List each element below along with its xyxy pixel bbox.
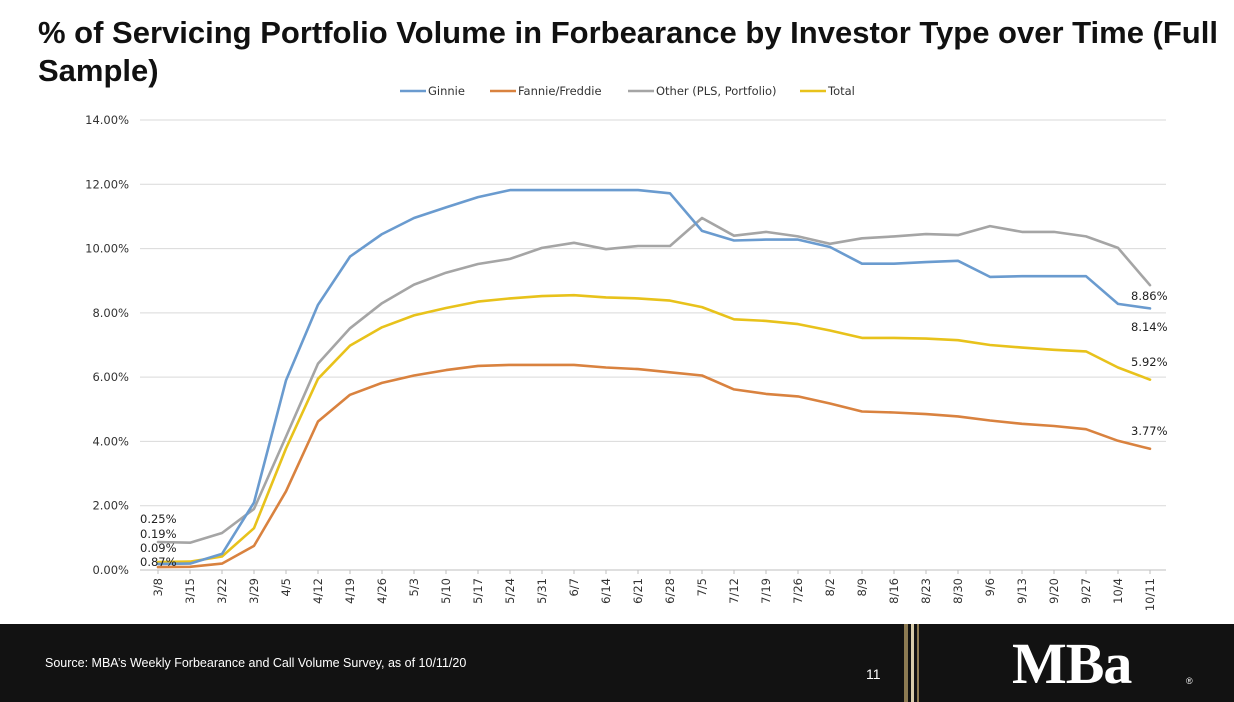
x-tick-label: 5/24 — [503, 578, 517, 604]
x-tick-label: 10/11 — [1143, 578, 1157, 611]
legend-label: Ginnie — [428, 84, 465, 98]
start-data-label: 0.87% — [140, 555, 177, 569]
x-tick-label: 6/7 — [567, 578, 581, 597]
end-data-label: 8.14% — [1131, 320, 1168, 334]
legend-label: Fannie/Freddie — [518, 84, 602, 98]
footer-stripe-gold — [904, 624, 908, 702]
x-tick-label: 9/13 — [1015, 578, 1029, 604]
x-tick-label: 3/15 — [183, 578, 197, 604]
series-line-ginnie — [156, 188, 1152, 566]
x-tick-label: 7/19 — [759, 578, 773, 604]
x-tick-label: 3/8 — [151, 578, 165, 597]
x-tick-label: 3/22 — [215, 578, 229, 604]
chart-gridlines — [140, 119, 1166, 571]
x-tick-label: 8/30 — [951, 578, 965, 604]
forbearance-line-chart: Ginnie Fannie/Freddie Other (PLS, Portfoli… — [85, 84, 1168, 611]
x-tick-label: 5/31 — [535, 578, 549, 604]
y-tick-label: 4.00% — [92, 434, 129, 448]
end-data-label: 3.77% — [1131, 424, 1168, 438]
series-line-total — [156, 293, 1152, 564]
chart-legend: Ginnie Fannie/Freddie Other (PLS, Portfoli… — [400, 84, 855, 98]
registered-mark-icon: ® — [1186, 676, 1193, 686]
y-tick-label: 10.00% — [85, 242, 129, 256]
x-tick-label: 9/20 — [1047, 578, 1061, 604]
y-tick-label: 0.00% — [92, 563, 129, 577]
x-tick-label: 6/28 — [663, 578, 677, 604]
page-number: 11 — [866, 666, 881, 682]
x-tick-label: 8/16 — [887, 578, 901, 604]
series-line-other — [156, 216, 1152, 545]
start-data-label: 0.09% — [140, 541, 177, 555]
x-tick-label: 9/6 — [983, 578, 997, 597]
chart-series — [156, 188, 1152, 569]
x-tick-label: 4/12 — [311, 578, 325, 604]
mba-logo: MBa — [1012, 631, 1132, 696]
x-tick-label: 4/26 — [375, 578, 389, 604]
y-tick-label: 6.00% — [92, 370, 129, 384]
y-tick-label: 2.00% — [92, 499, 129, 513]
x-tick-label: 5/3 — [407, 578, 421, 597]
y-tick-label: 8.00% — [92, 306, 129, 320]
footer-stripe-gold-2 — [917, 624, 919, 702]
slide-footer: Source: MBA’s Weekly Forbearance and Cal… — [0, 624, 1234, 702]
end-data-label: 5.92% — [1131, 355, 1168, 369]
y-tick-label: 12.00% — [85, 177, 129, 191]
x-tick-label: 9/27 — [1079, 578, 1093, 604]
x-tick-label: 5/10 — [439, 578, 453, 604]
x-tick-label: 8/9 — [855, 578, 869, 597]
x-tick-label: 5/17 — [471, 578, 485, 604]
x-tick-label: 4/19 — [343, 578, 357, 604]
start-data-label: 0.19% — [140, 527, 177, 541]
y-axis: 0.00% 2.00% 4.00% 6.00% 8.00% 10.00% 12.00% 14.… — [85, 113, 129, 577]
footer-stripe-light — [911, 624, 914, 702]
x-tick-label: 7/26 — [791, 578, 805, 604]
x-tick-label: 3/29 — [247, 578, 261, 604]
legend-label: Total — [827, 84, 855, 98]
x-tick-label: 6/21 — [631, 578, 645, 604]
x-tick-label: 8/2 — [823, 578, 837, 597]
x-tick-label: 8/23 — [919, 578, 933, 604]
source-note: Source: MBA’s Weekly Forbearance and Cal… — [45, 656, 467, 670]
start-data-label: 0.25% — [140, 512, 177, 526]
x-tick-label: 7/5 — [695, 578, 709, 597]
series-line-fannie-freddie — [156, 363, 1152, 569]
x-tick-label: 7/12 — [727, 578, 741, 604]
end-data-label: 8.86% — [1131, 289, 1168, 303]
slide-title: % of Servicing Portfolio Volume in Forbe… — [38, 15, 1218, 88]
data-labels: 0.25%0.19%0.09%0.87% 8.86% 8.14% 5.92% 3.77% — [140, 289, 1168, 569]
legend-label: Other (PLS, Portfolio) — [656, 84, 777, 98]
x-axis: 3/8 3/15 3/22 3/29 4/5 4/12 4/19 4/26 5/3 5/10 5/1… — [151, 570, 1157, 611]
x-tick-label: 6/14 — [599, 578, 613, 604]
x-tick-label: 4/5 — [279, 578, 293, 597]
x-tick-label: 10/4 — [1111, 578, 1125, 604]
y-tick-label: 14.00% — [85, 113, 129, 127]
